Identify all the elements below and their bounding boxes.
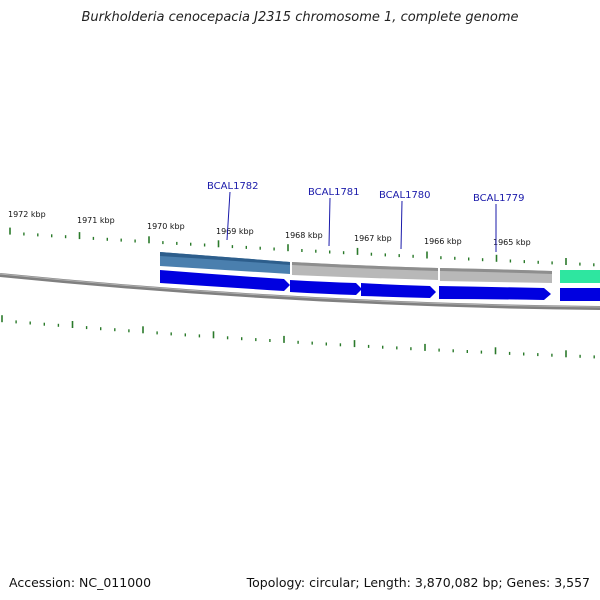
gene-arrow-bcal1781[interactable]	[290, 280, 362, 295]
feature-bcal1781-1780-shade	[292, 262, 438, 271]
gene-label-group: BCAL1782 BCAL1781 BCAL1780 BCAL1779	[207, 181, 525, 252]
kbp-label-1967: 1967 kbp	[354, 234, 392, 243]
kbp-label-group: 1972 kbp 1971 kbp 1970 kbp 1969 kbp 1968…	[8, 210, 531, 247]
accession-text: Accession: NC_011000	[9, 575, 152, 590]
gene-label-bcal1781[interactable]: BCAL1781	[308, 187, 360, 198]
kbp-label-1971: 1971 kbp	[77, 216, 115, 225]
kbp-label-1972: 1972 kbp	[8, 210, 46, 219]
gene-leader-bcal1780	[400, 200, 403, 250]
tick-row-upper	[9, 227, 595, 267]
gene-leader-bcal1781	[328, 197, 331, 247]
kbp-label-1969: 1969 kbp	[216, 227, 254, 236]
gene-label-bcal1780[interactable]: BCAL1780	[379, 190, 431, 201]
gene-arrow-track	[160, 270, 600, 301]
gene-label-bcal1782[interactable]: BCAL1782	[207, 181, 259, 192]
kbp-label-1966: 1966 kbp	[424, 237, 462, 246]
kbp-label-1968: 1968 kbp	[285, 231, 323, 240]
gene-arrow-bcal1782[interactable]	[160, 270, 290, 291]
kbp-label-1970: 1970 kbp	[147, 222, 185, 231]
gene-arrow-bcal1780[interactable]	[361, 283, 436, 298]
genome-backbone	[0, 273, 600, 310]
gene-arrow-bcal1779[interactable]	[439, 286, 551, 300]
gene-arrow-next[interactable]	[560, 288, 600, 301]
genome-summary-text: Topology: circular; Length: 3,870,082 bp…	[246, 575, 590, 590]
feature-track	[160, 252, 600, 283]
tick-row-lower	[1, 315, 595, 359]
kbp-label-1965: 1965 kbp	[493, 238, 531, 247]
feature-bcal1779-shade	[440, 268, 552, 274]
gene-leader-bcal1782	[226, 191, 231, 241]
gene-label-bcal1779[interactable]: BCAL1779	[473, 193, 525, 204]
genome-backbone-highlight	[0, 273, 600, 308]
map-title: Burkholderia cenocepacia J2315 chromosom…	[81, 10, 519, 25]
feature-bcal1782-shade	[160, 252, 290, 265]
feature-teal[interactable]	[560, 270, 600, 283]
